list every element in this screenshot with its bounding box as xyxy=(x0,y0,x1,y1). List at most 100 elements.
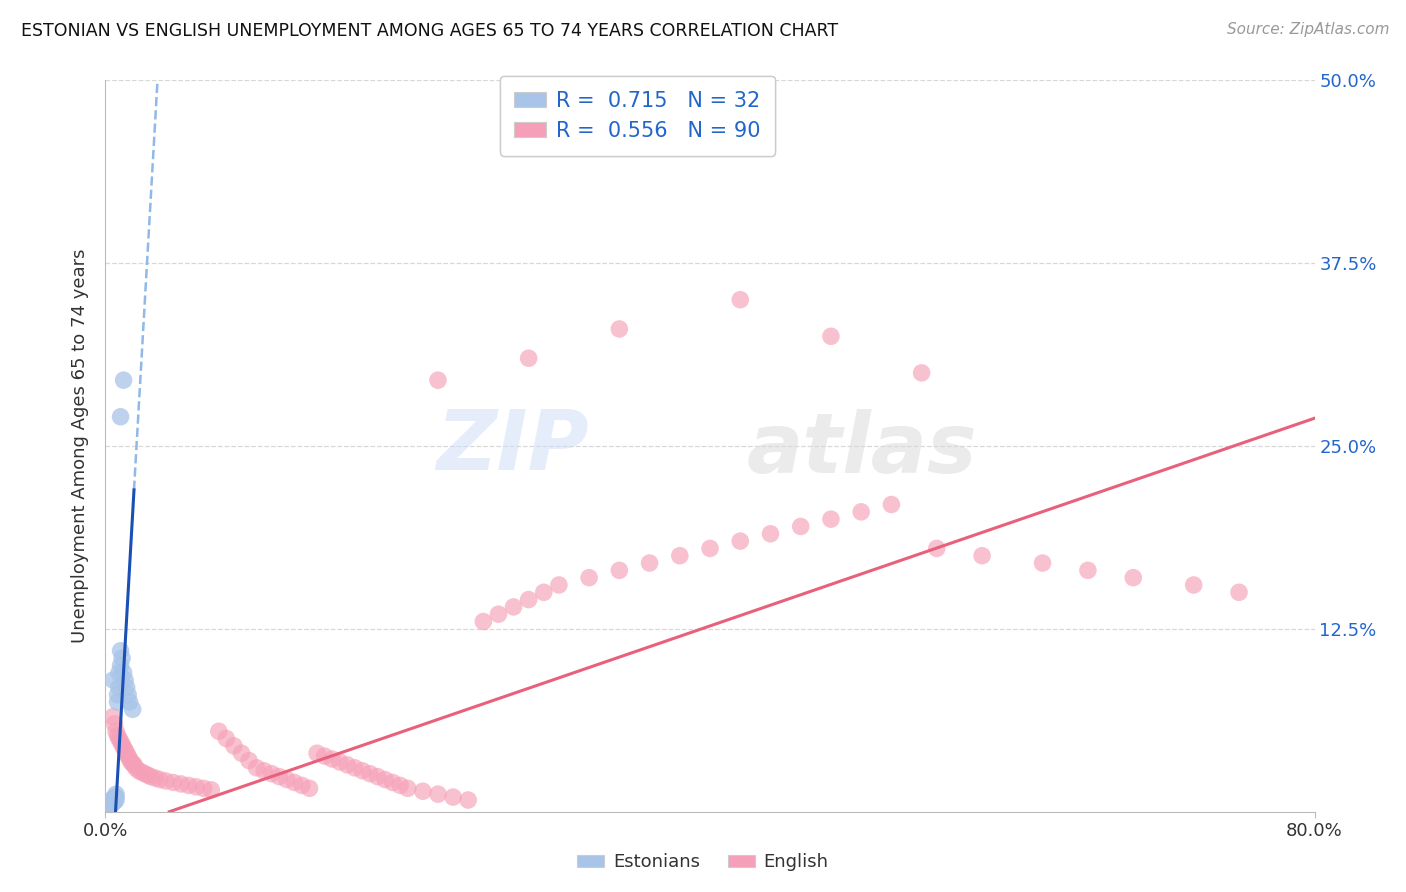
Point xyxy=(115,681,138,695)
Point xyxy=(112,665,135,680)
Point xyxy=(314,749,336,764)
Point xyxy=(298,781,321,796)
Point xyxy=(115,746,138,760)
Point xyxy=(1077,563,1099,577)
Point xyxy=(441,790,464,805)
Text: Source: ZipAtlas.com: Source: ZipAtlas.com xyxy=(1226,22,1389,37)
Point xyxy=(108,665,131,680)
Point xyxy=(820,329,842,343)
Point xyxy=(759,526,782,541)
Point xyxy=(238,754,260,768)
Point xyxy=(1032,556,1054,570)
Point xyxy=(283,775,305,789)
Point xyxy=(117,688,139,702)
Text: atlas: atlas xyxy=(747,409,977,491)
Point xyxy=(457,793,479,807)
Point xyxy=(155,774,177,789)
Point xyxy=(849,505,872,519)
Y-axis label: Unemployment Among Ages 65 to 74 years: Unemployment Among Ages 65 to 74 years xyxy=(72,249,90,643)
Point xyxy=(609,322,631,336)
Point xyxy=(374,772,396,787)
Point xyxy=(118,752,141,766)
Point xyxy=(121,756,143,771)
Point xyxy=(396,781,419,796)
Point xyxy=(110,734,132,748)
Point xyxy=(609,563,631,577)
Point xyxy=(101,709,124,723)
Point xyxy=(101,793,124,807)
Point xyxy=(790,519,813,533)
Point xyxy=(107,695,129,709)
Point xyxy=(97,797,120,812)
Point xyxy=(105,787,128,801)
Point xyxy=(246,761,269,775)
Point xyxy=(105,724,128,739)
Legend: R =  0.715   N = 32, R =  0.556   N = 90: R = 0.715 N = 32, R = 0.556 N = 90 xyxy=(499,76,775,155)
Point xyxy=(170,777,193,791)
Point xyxy=(98,796,121,810)
Point xyxy=(105,790,128,805)
Point xyxy=(359,766,381,780)
Point xyxy=(427,373,450,387)
Point xyxy=(638,556,661,570)
Point xyxy=(103,791,125,805)
Text: ESTONIAN VS ENGLISH UNEMPLOYMENT AMONG AGES 65 TO 74 YEARS CORRELATION CHART: ESTONIAN VS ENGLISH UNEMPLOYMENT AMONG A… xyxy=(21,22,838,40)
Point xyxy=(1122,571,1144,585)
Point xyxy=(669,549,692,563)
Point xyxy=(231,746,253,760)
Text: ZIP: ZIP xyxy=(436,406,589,486)
Point xyxy=(122,758,145,772)
Point xyxy=(100,797,122,812)
Point xyxy=(128,764,150,778)
Point xyxy=(112,373,135,387)
Point xyxy=(366,770,388,784)
Point xyxy=(177,778,200,792)
Point xyxy=(136,768,159,782)
Point xyxy=(193,781,215,796)
Point xyxy=(143,771,166,785)
Legend: Estonians, English: Estonians, English xyxy=(569,847,837,879)
Point xyxy=(343,761,366,775)
Point xyxy=(222,739,245,753)
Point xyxy=(269,770,291,784)
Point xyxy=(139,770,162,784)
Point xyxy=(111,651,134,665)
Point xyxy=(730,534,752,549)
Point xyxy=(911,366,934,380)
Point xyxy=(131,765,153,780)
Point xyxy=(114,743,136,757)
Point xyxy=(186,780,208,794)
Point xyxy=(103,795,125,809)
Point xyxy=(105,793,128,807)
Point xyxy=(880,498,903,512)
Point xyxy=(97,800,120,814)
Point xyxy=(820,512,842,526)
Point xyxy=(162,775,184,789)
Point xyxy=(200,782,222,797)
Point xyxy=(389,778,412,792)
Point xyxy=(110,644,132,658)
Point xyxy=(260,766,283,780)
Point xyxy=(215,731,238,746)
Point xyxy=(578,571,600,585)
Point xyxy=(108,681,131,695)
Point xyxy=(101,796,124,810)
Point xyxy=(121,702,143,716)
Point xyxy=(100,795,122,809)
Point xyxy=(329,755,352,769)
Point xyxy=(548,578,571,592)
Point xyxy=(730,293,752,307)
Point xyxy=(98,798,121,813)
Point xyxy=(321,752,343,766)
Point xyxy=(517,351,540,366)
Point xyxy=(276,772,298,787)
Point xyxy=(101,673,124,687)
Point xyxy=(472,615,495,629)
Point xyxy=(307,746,329,760)
Point xyxy=(427,787,450,801)
Point xyxy=(118,695,141,709)
Point xyxy=(120,755,142,769)
Point xyxy=(100,793,122,807)
Point xyxy=(134,766,156,780)
Point xyxy=(925,541,948,556)
